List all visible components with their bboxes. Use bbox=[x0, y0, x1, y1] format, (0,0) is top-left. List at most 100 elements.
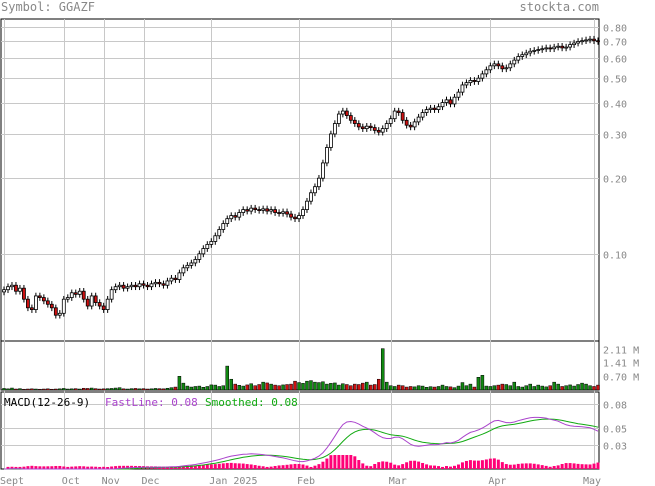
volume-bar bbox=[508, 385, 513, 391]
macd-histogram-bar bbox=[225, 463, 229, 469]
macd-histogram-bar bbox=[102, 466, 106, 469]
volume-bar bbox=[233, 383, 237, 391]
candle bbox=[436, 106, 441, 110]
candle bbox=[265, 208, 270, 212]
candle bbox=[69, 292, 74, 298]
volume-bar bbox=[62, 388, 66, 391]
volume-bar bbox=[293, 380, 297, 391]
candle bbox=[173, 277, 178, 280]
volume-bar bbox=[317, 382, 321, 391]
volume-bar bbox=[496, 384, 501, 391]
macd-histogram-bar bbox=[524, 463, 528, 469]
candle bbox=[97, 302, 102, 307]
volume-bar bbox=[568, 384, 572, 391]
volume-bar bbox=[492, 385, 497, 391]
candle bbox=[524, 52, 529, 56]
candle bbox=[309, 192, 313, 202]
candle bbox=[516, 56, 521, 61]
macd-histogram-bar bbox=[58, 465, 62, 469]
volume-bar bbox=[408, 386, 413, 391]
candle bbox=[37, 295, 42, 298]
candle bbox=[380, 128, 385, 133]
volume-bar bbox=[153, 388, 158, 391]
volume-bar bbox=[345, 384, 349, 391]
candle bbox=[432, 107, 437, 110]
macd-histogram-bar bbox=[34, 466, 38, 469]
volume-bar bbox=[125, 388, 130, 391]
candle bbox=[181, 267, 186, 274]
volume-bar bbox=[313, 381, 317, 391]
macd-histogram-bar bbox=[429, 465, 433, 469]
volume-bar bbox=[241, 385, 245, 391]
volume-bar bbox=[468, 383, 473, 391]
candle bbox=[480, 73, 485, 79]
candle bbox=[592, 38, 596, 42]
price-tick-label: 0.10 bbox=[603, 251, 627, 262]
volume-bar bbox=[564, 385, 568, 391]
candle bbox=[225, 218, 230, 224]
volume-bar bbox=[14, 388, 18, 391]
candle bbox=[61, 298, 66, 314]
macd-histogram-bar bbox=[568, 463, 572, 469]
candle bbox=[2, 289, 6, 293]
macd-histogram-bar bbox=[556, 465, 560, 469]
volume-bar bbox=[384, 381, 389, 391]
volume-bar bbox=[325, 383, 329, 391]
price-tick-label: 0.40 bbox=[603, 100, 627, 111]
candle bbox=[49, 303, 54, 309]
volume-bar bbox=[269, 383, 273, 391]
macd-histogram-bar bbox=[94, 466, 98, 469]
volume-bar bbox=[424, 387, 429, 391]
candle bbox=[568, 44, 572, 48]
site-label[interactable]: stockta.com bbox=[519, 0, 599, 14]
candle bbox=[41, 297, 46, 302]
candle bbox=[500, 65, 505, 70]
price-tick-label: 0.70 bbox=[603, 38, 627, 49]
volume-bar bbox=[253, 385, 257, 391]
macd-tick-label: 0.08 bbox=[603, 401, 627, 412]
macd-histogram-bar bbox=[285, 464, 289, 469]
candle bbox=[332, 123, 337, 135]
candle bbox=[153, 281, 158, 285]
candle bbox=[285, 211, 289, 215]
macd-histogram-bar bbox=[508, 464, 512, 469]
candle bbox=[6, 286, 10, 291]
macd-histogram-bar bbox=[452, 465, 456, 469]
volume-bar bbox=[205, 386, 210, 391]
macd-histogram-bar bbox=[189, 465, 193, 469]
candle bbox=[65, 297, 70, 300]
macd-histogram-bar bbox=[98, 466, 102, 469]
candle bbox=[472, 79, 477, 82]
candle bbox=[281, 211, 285, 214]
volume-bar bbox=[452, 387, 457, 391]
macd-histogram-bar bbox=[122, 465, 126, 469]
macd-histogram-bar bbox=[480, 460, 484, 469]
macd-histogram-bar bbox=[82, 466, 86, 469]
macd-histogram-bar bbox=[341, 455, 345, 469]
macd-histogram-bar bbox=[301, 464, 305, 469]
candle bbox=[416, 116, 421, 123]
candle bbox=[93, 295, 98, 303]
macd-histogram-bar bbox=[50, 466, 54, 469]
candle bbox=[452, 96, 457, 105]
macd-histogram-bar bbox=[572, 463, 576, 469]
price-tick-label: 0.80 bbox=[603, 24, 627, 35]
volume-bar bbox=[472, 386, 477, 391]
volume-bar bbox=[428, 386, 433, 391]
candle bbox=[193, 259, 198, 264]
macd-tick-label: 0.03 bbox=[603, 442, 627, 453]
volume-bar bbox=[117, 387, 122, 391]
macd-histogram-bar bbox=[365, 465, 369, 469]
macd-histogram-bar bbox=[114, 466, 118, 469]
candle bbox=[22, 287, 26, 300]
macd-histogram-bar bbox=[317, 464, 321, 469]
macd-histogram-bar bbox=[584, 464, 588, 469]
volume-bar bbox=[540, 385, 544, 391]
volume-bar bbox=[349, 385, 353, 391]
volume-bar bbox=[257, 384, 261, 391]
macd-histogram-bar bbox=[229, 462, 233, 469]
volume-bar bbox=[333, 382, 337, 391]
macd-histogram-bar bbox=[393, 464, 397, 469]
macd-histogram-bar bbox=[110, 466, 114, 469]
volume-bar bbox=[432, 386, 437, 391]
